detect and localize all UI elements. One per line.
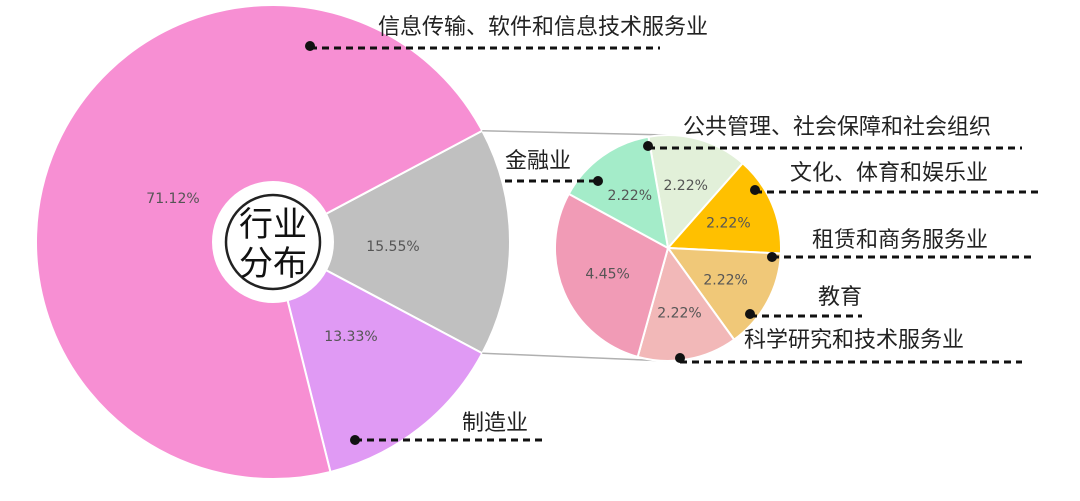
center-label-ring [224,193,322,291]
center-label-line1: 行业 [239,205,307,245]
main-pie-labels: 15.55% 13.33% 71.12% [146,191,419,345]
category-label-5: 租赁和商务服务业 [812,228,988,253]
callout-dot-5 [767,252,777,262]
category-label-6: 教育 [818,285,862,310]
main-slice-value-1: 15.55% [366,239,419,255]
secondary-slice-value-0: 2.22% [663,178,707,194]
callout-dot-6 [745,309,755,319]
callout-dot-1 [350,435,360,445]
secondary-pie [554,134,782,362]
callout-dot-2 [593,176,603,186]
secondary-slice-value-4: 4.45% [585,267,629,283]
category-label-1: 制造业 [462,411,528,436]
connector-top [482,130,669,136]
connector-bottom [482,352,669,362]
secondary-pie-labels: 2.22% 2.22% 2.22% 2.22% 4.45% 2.22% 信息传输、软件和信息… [305,15,1040,445]
secondary-slice-4 [554,192,670,359]
callout-dot-7 [675,353,685,363]
secondary-slice-value-3: 2.22% [657,306,701,322]
category-label-4: 文化、体育和娱乐业 [790,161,988,186]
secondary-slice-value-2: 2.22% [703,272,747,288]
main-slice-2 [271,240,484,474]
center-label-line2: 分布 [239,244,307,284]
main-slice-1 [270,129,511,355]
secondary-slice-3 [636,245,736,362]
secondary-slice-5 [567,135,670,250]
category-label-0: 信息传输、软件和信息技术服务业 [378,15,708,40]
callout-dot-3 [643,141,653,151]
pie-connector-lines [482,130,669,362]
category-label-2: 金融业 [505,149,571,174]
main-slice-value-0: 71.12% [146,191,199,207]
secondary-slice-value-5: 2.22% [608,188,652,204]
category-label-7: 科学研究和技术服务业 [744,328,964,353]
callout-dot-0 [305,41,315,51]
secondary-slice-0 [647,134,745,251]
category-label-3: 公共管理、社会保障和社会组织 [683,115,991,140]
main-slice-value-2: 13.33% [324,329,377,345]
secondary-slice-value-1: 2.22% [706,216,750,232]
callout-dot-4 [750,185,760,195]
